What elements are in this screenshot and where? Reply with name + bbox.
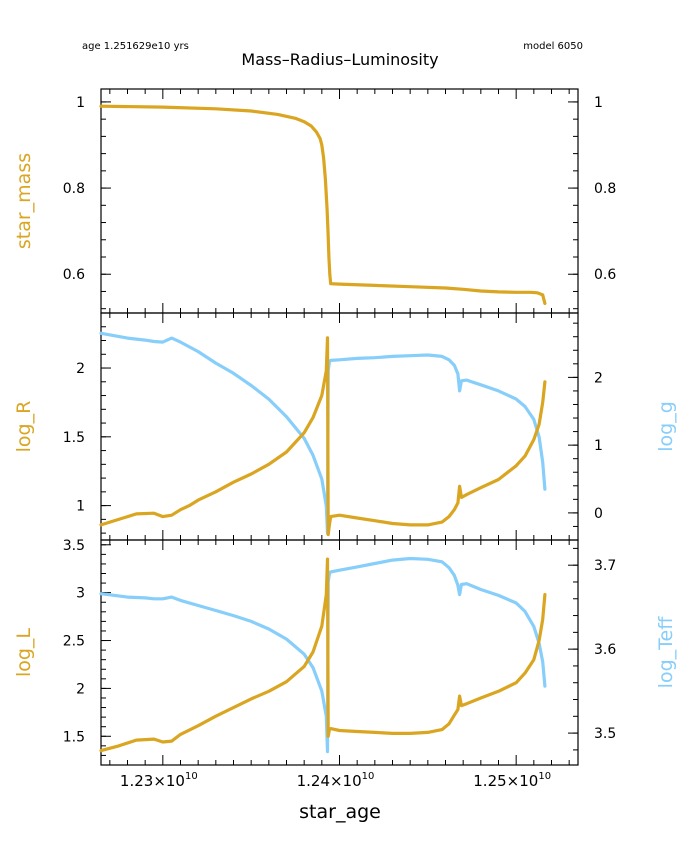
y-tick-label: 3.5 [63,538,85,554]
panel-luminosity: 1.5 2 2.5 3 3.5 3.5 3.6 3.7 log_Teff log_L [13,538,677,766]
y-tick-label: 2.5 [63,634,85,650]
series-line-luminosity-secondary [99,556,547,754]
y-tick-label: 2 [76,361,85,377]
y2-tick-label: 2 [594,370,603,386]
y-tick-label: 1 [76,95,85,111]
y2-tick-label: 3.5 [594,726,616,742]
x-tick-label: 1.25×1010 [473,771,551,790]
series-line-luminosity-primary [99,557,547,753]
age-label: age 1.251629e10 yrs [82,41,189,52]
x-tick-label: 1.23×1010 [120,771,198,790]
y-tick-label: 1.5 [63,430,85,446]
panel-frame [100,88,579,314]
plot-layer: 0.6 0.6 0.8 0.8 1 1 star_mass 1 1.5 2 0 1 2 log_g log_… [13,88,677,790]
panel-mass: 0.6 0.6 0.8 0.8 1 1 star_mass [13,88,616,314]
panel-radius: 1 1.5 2 0 1 2 log_g log_R [13,312,677,541]
chart-header: age 1.251629e10 yrs Mass–Radius–Luminosi… [82,41,583,69]
y-tick-label: 0.8 [63,181,85,197]
y-tick-label: 0.6 [63,267,85,283]
panel-frame [100,312,579,541]
y2-tick-label: 1 [594,438,603,454]
y-right-tick-label: 1 [594,95,603,111]
y2-tick-label: 3.6 [594,642,616,658]
x-axis-label: star_age [299,801,381,823]
x-tick-label: 1.24×1010 [297,771,375,790]
y2-tick-label: 0 [594,506,603,522]
y2-tick-label: 3.7 [594,558,616,574]
y-tick-label: 3 [76,586,85,602]
model-label: model 6050 [523,41,583,52]
y-tick-label: 1.5 [63,729,85,745]
chart-title: Mass–Radius–Luminosity [241,50,438,69]
y-right-tick-label: 0.6 [594,267,616,283]
y2-axis-label: log_Teff [655,616,677,689]
series-line-radius-primary [99,336,547,537]
y-tick-label: 2 [76,681,85,697]
y2-axis-label: log_g [655,401,677,452]
y-axis-label: star_mass [13,153,35,249]
series-line-radius-secondary [99,331,547,535]
y-axis-label: log_R [13,401,35,453]
y-axis-label: log_L [13,628,35,677]
series-line-mass-primary [99,104,547,306]
y-right-tick-label: 0.8 [594,181,616,197]
y-tick-label: 1 [76,499,85,515]
